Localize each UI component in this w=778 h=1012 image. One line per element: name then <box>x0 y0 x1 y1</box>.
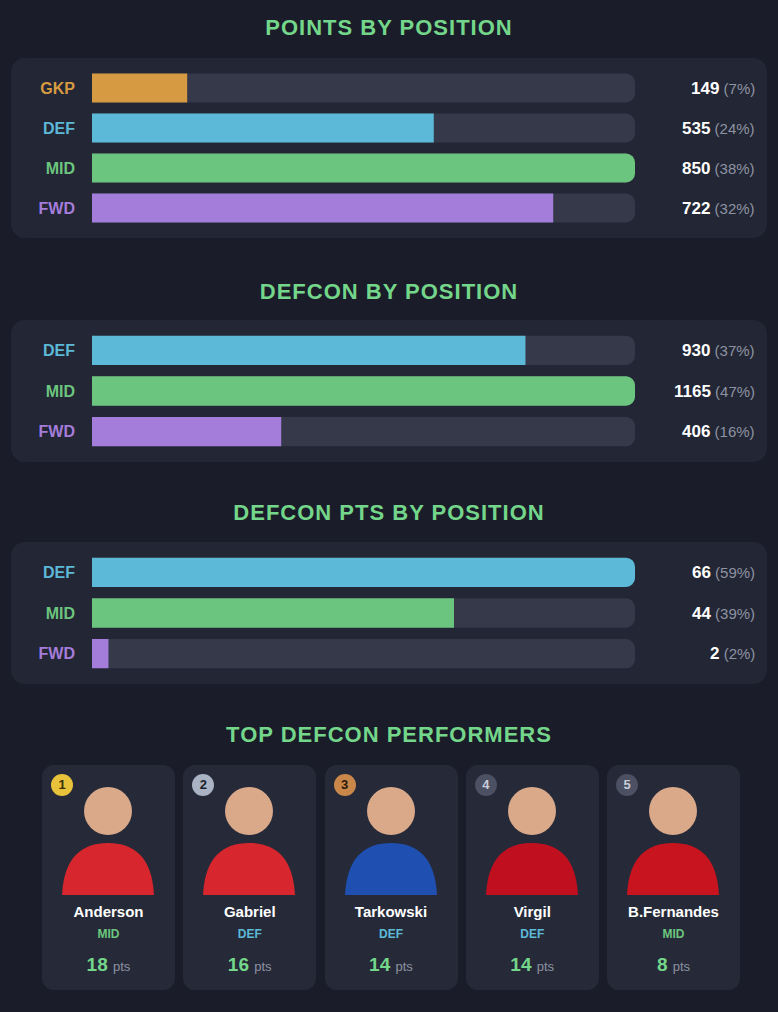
svg-text:MID: MID <box>46 605 75 622</box>
svg-text:DEF: DEF <box>43 342 75 359</box>
html-text:3: 3 <box>340 777 349 792</box>
html-text:MID: MID <box>97 927 120 941</box>
svg-text:FWD: FWD <box>39 423 75 440</box>
html-text:DEFCON PTS BY POSITION: DEFCON PTS BY POSITION <box>233 500 545 525</box>
html-text:DEF: DEF <box>379 927 403 941</box>
svg-text:406 (16%): 406 (16%) <box>682 422 755 441</box>
html-text:B.Fernandes: B.Fernandes <box>628 903 719 920</box>
svg-text:DEF: DEF <box>43 120 75 137</box>
svg-text:535 (24%): 535 (24%) <box>682 119 755 138</box>
html-text:POINTS BY POSITION: POINTS BY POSITION <box>265 15 513 40</box>
html-text:DEF: DEF <box>520 927 545 941</box>
html-text:8pts: 8pts <box>656 954 691 975</box>
html-text:DEF: DEF <box>237 927 262 941</box>
html-text:5: 5 <box>623 777 631 792</box>
svg-text:MID: MID <box>46 383 75 400</box>
html-text:2: 2 <box>199 777 207 792</box>
html-text:Gabriel: Gabriel <box>223 903 276 920</box>
svg-text:722 (32%): 722 (32%) <box>682 199 755 218</box>
svg-text:44 (39%): 44 (39%) <box>692 604 755 623</box>
svg-text:1165 (47%): 1165 (47%) <box>674 382 755 401</box>
svg-text:149 (7%): 149 (7%) <box>691 79 755 98</box>
html-text:DEFCON BY POSITION: DEFCON BY POSITION <box>259 279 519 304</box>
html-text:Tarkowski: Tarkowski <box>354 903 428 920</box>
html-text:18pts: 18pts <box>86 954 131 975</box>
svg-text:FWD: FWD <box>39 645 75 662</box>
html-text:1: 1 <box>58 777 66 792</box>
html-text:14pts: 14pts <box>510 954 555 975</box>
html-text:14pts: 14pts <box>369 954 413 975</box>
html-text:Virgil: Virgil <box>513 903 551 920</box>
html-text:MID: MID <box>662 927 685 941</box>
svg-text:2 (2%): 2 (2%) <box>710 644 755 663</box>
svg-text:850 (38%): 850 (38%) <box>682 159 755 178</box>
html-text:4: 4 <box>482 777 490 792</box>
html-text:16pts: 16pts <box>227 954 272 975</box>
svg-text:DEF: DEF <box>43 564 75 581</box>
html-text:TOP DEFCON PERFORMERS: TOP DEFCON PERFORMERS <box>226 722 552 747</box>
svg-text:930 (37%): 930 (37%) <box>682 341 755 360</box>
svg-text:GKP: GKP <box>40 80 75 97</box>
html-text:Anderson: Anderson <box>73 903 144 920</box>
svg-text:MID: MID <box>46 160 75 177</box>
svg-text:FWD: FWD <box>39 200 75 217</box>
svg-text:66 (59%): 66 (59%) <box>692 563 755 582</box>
